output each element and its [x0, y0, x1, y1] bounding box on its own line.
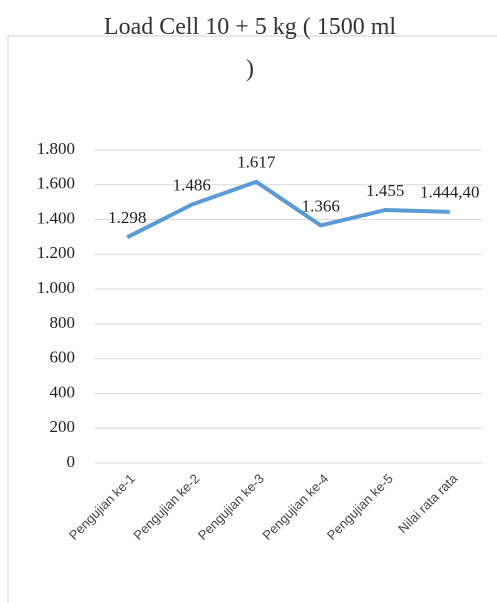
x-tick-label: Pengujian ke-2	[130, 471, 202, 543]
x-tick-label: Pengujian ke-1	[66, 471, 138, 543]
y-tick-label: 1.000	[37, 278, 75, 297]
y-tick-label: 1.600	[37, 174, 75, 193]
data-label: 1.366	[302, 196, 340, 215]
data-line	[126, 179, 450, 240]
x-tick-label: Pengujian ke-4	[259, 471, 331, 543]
chart-title: Load Cell 10 + 5 kg ( 1500 ml)	[104, 14, 397, 82]
data-label: 1.455	[366, 181, 404, 200]
y-tick-label: 1.200	[37, 243, 75, 262]
data-label: 1.617	[237, 153, 276, 172]
y-tick-label: 1.400	[37, 208, 75, 227]
y-tick-label: 1.800	[37, 139, 75, 158]
data-label: 1.298	[108, 208, 146, 227]
data-label: 1.444,40	[420, 183, 480, 202]
title-line: Load Cell 10 + 5 kg ( 1500 ml	[104, 14, 397, 40]
x-tick-label: Pengujian ke-5	[324, 471, 396, 543]
x-tick-label: Pengujian ke-3	[195, 471, 267, 543]
y-tick-label: 600	[50, 348, 76, 367]
title-line: )	[246, 56, 254, 82]
y-tick-label: 400	[50, 382, 76, 401]
y-tick-label: 800	[50, 313, 76, 332]
data-label: 1.486	[173, 176, 211, 195]
y-tick-label: 0	[67, 452, 76, 471]
x-tick-label: Nilai rata rata	[395, 470, 461, 536]
y-tick-label: 200	[50, 417, 76, 436]
